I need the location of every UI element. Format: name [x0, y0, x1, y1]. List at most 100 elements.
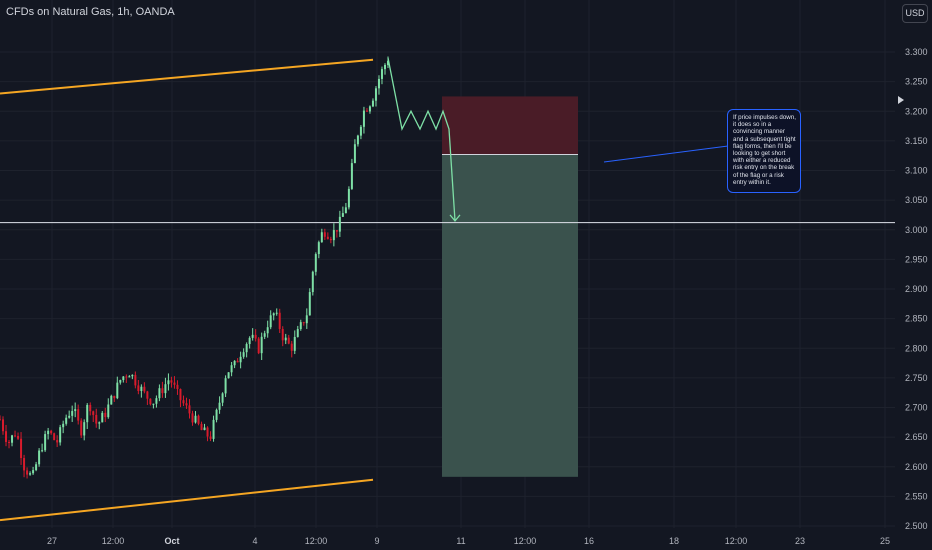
candle-body — [311, 271, 314, 293]
candle-body — [5, 431, 8, 442]
price-tick-label: 3.200 — [905, 106, 928, 116]
time-tick-label: 9 — [374, 536, 379, 546]
candle-body — [143, 386, 146, 392]
candle-body — [197, 415, 200, 424]
candle-body — [323, 232, 326, 237]
candle-body — [296, 329, 299, 337]
candle-body — [335, 230, 338, 232]
candle-body — [365, 110, 368, 112]
candle-body — [245, 344, 248, 353]
candle-body — [314, 254, 317, 272]
candle-body — [128, 376, 131, 378]
candle-body — [140, 386, 143, 392]
time-tick-label: 12:00 — [102, 536, 125, 546]
price-tick-label: 2.500 — [905, 521, 928, 531]
candle-body — [347, 188, 350, 208]
candle-body — [119, 380, 122, 383]
candle-body — [77, 409, 80, 421]
candle-body — [86, 404, 89, 423]
candle-body — [41, 450, 44, 452]
candle-body — [266, 327, 269, 334]
candle-body — [293, 336, 296, 351]
time-axis[interactable]: 27 12:00 Oct 4 12:00 9 11 12:00 16 18 12:00 23 25 — [47, 536, 890, 546]
candle-body — [387, 60, 389, 65]
candle-body — [17, 435, 20, 439]
candle-body — [14, 435, 17, 437]
projection-path[interactable] — [387, 57, 456, 221]
candle-body — [254, 334, 257, 339]
take-profit-zone — [442, 154, 578, 477]
candle-body — [0, 419, 1, 421]
candle-body — [236, 360, 239, 363]
candle-body — [302, 322, 305, 324]
candle-body — [338, 216, 341, 232]
time-tick-label: 4 — [252, 536, 257, 546]
candle-body — [317, 242, 320, 255]
price-tick-label: 3.150 — [905, 136, 928, 146]
candle-body — [377, 78, 380, 89]
candle-body — [251, 334, 254, 338]
candle-body — [2, 419, 5, 432]
candle-body — [290, 343, 293, 351]
candle-body — [383, 64, 386, 70]
price-tick-label: 2.600 — [905, 462, 928, 472]
candle-body — [32, 470, 35, 474]
time-tick-label: 12:00 — [514, 536, 537, 546]
price-tick-label: 3.050 — [905, 195, 928, 205]
candle-body — [167, 380, 170, 385]
candle-body — [200, 423, 203, 431]
candle-body — [329, 238, 332, 241]
candle-body — [161, 388, 164, 394]
candle-body — [326, 236, 329, 239]
candle-body — [164, 384, 167, 394]
price-tick-label: 3.100 — [905, 166, 928, 176]
candle-body — [212, 419, 215, 439]
candle-body — [350, 163, 353, 189]
projection-arrowhead — [449, 214, 461, 222]
candle-body — [131, 374, 134, 377]
time-tick-label: 18 — [669, 536, 679, 546]
candle-body — [62, 423, 65, 428]
candle-body — [122, 376, 125, 381]
candle-body — [8, 441, 11, 443]
candle-body — [191, 413, 194, 423]
candle-body — [11, 435, 14, 443]
candle-body — [380, 69, 383, 79]
candle-body — [56, 440, 59, 443]
candle-body — [176, 384, 179, 390]
candle-body — [107, 404, 110, 418]
candle-body — [206, 427, 209, 437]
candle-body — [104, 412, 107, 418]
time-tick-label: 11 — [456, 536, 465, 546]
candle-body — [341, 213, 344, 217]
candle-body — [92, 411, 95, 415]
candle-body — [194, 415, 197, 423]
candle-body — [101, 412, 104, 423]
time-tick-label: 16 — [584, 536, 594, 546]
candle-body — [320, 232, 323, 243]
candle-body — [233, 360, 236, 366]
currency-button[interactable]: USD — [902, 4, 928, 23]
chart-title: CFDs on Natural Gas, 1h, OANDA — [6, 6, 175, 18]
candle-body — [284, 337, 287, 341]
candle-body — [116, 382, 119, 399]
time-tick-label: 23 — [795, 536, 805, 546]
stop-loss-zone — [442, 96, 578, 155]
candle-body — [155, 398, 158, 404]
candle-body — [68, 415, 71, 418]
candle-body — [29, 473, 32, 475]
upper-channel-line[interactable] — [0, 58, 374, 95]
candle-body — [368, 106, 371, 112]
lower-channel-line[interactable] — [0, 478, 374, 522]
candle-body — [35, 464, 38, 471]
candle-body — [224, 378, 227, 394]
price-tick-label: 2.900 — [905, 284, 928, 294]
annotation-callout[interactable]: If price impulses down, it does so in a … — [727, 109, 801, 193]
candle-body — [152, 403, 155, 405]
candle-body — [20, 438, 23, 459]
candle-body — [173, 382, 176, 385]
price-tick-label: 2.550 — [905, 491, 928, 501]
price-axis[interactable]: 3.300 3.250 3.200 3.150 3.100 3.050 3.000 2.950… — [905, 47, 928, 531]
candle-body — [263, 333, 266, 337]
